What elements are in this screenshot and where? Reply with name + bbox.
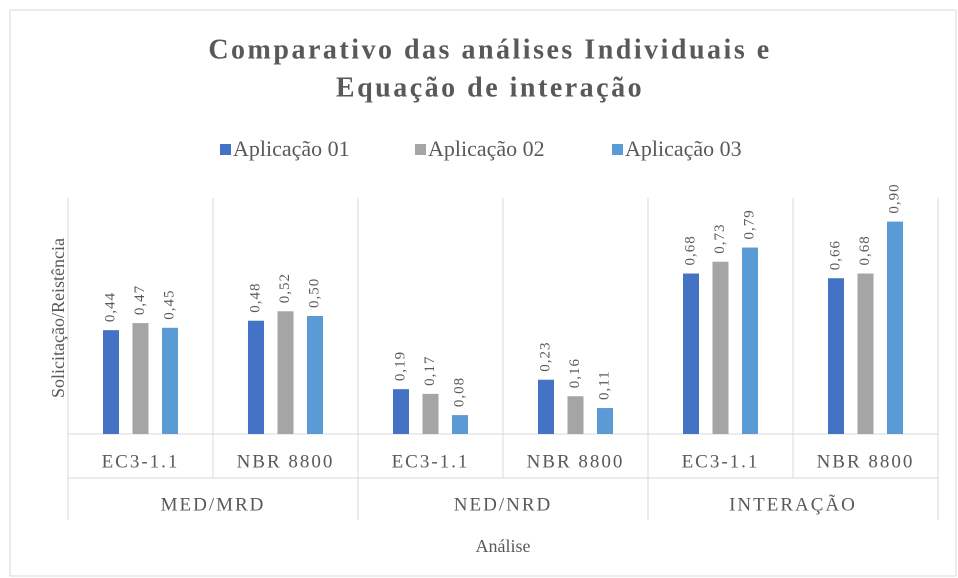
- value-label: 0,23: [537, 341, 553, 371]
- value-label: 0,47: [132, 285, 148, 315]
- bar: [742, 247, 758, 434]
- bar: [103, 330, 119, 434]
- bar: [828, 278, 844, 434]
- legend-swatch: [612, 144, 623, 155]
- x-tick-label: NBR 8800: [237, 451, 335, 472]
- legend-label: Aplicação 01: [233, 136, 350, 161]
- value-label: 0,73: [712, 223, 728, 253]
- x-axis-title: Análise: [476, 536, 531, 556]
- x-group-label: INTERAÇÃO: [729, 493, 857, 515]
- value-label: 0,68: [682, 235, 698, 265]
- bar: [857, 273, 874, 434]
- bar: [567, 396, 584, 434]
- value-label: 0,68: [857, 235, 873, 265]
- x-group-label: MED/MRD: [161, 494, 266, 515]
- value-label: 0,17: [422, 356, 438, 386]
- legend-swatch: [415, 144, 426, 155]
- x-tick-label: NBR 8800: [527, 451, 625, 472]
- bar: [307, 316, 323, 434]
- value-label: 0,44: [102, 292, 118, 322]
- value-label: 0,45: [161, 290, 177, 320]
- value-label: 0,48: [247, 282, 263, 312]
- bar: [538, 379, 554, 434]
- value-label: 0,50: [306, 278, 322, 308]
- x-tick-label: EC3-1.1: [392, 451, 470, 472]
- value-label: 0,52: [277, 273, 293, 303]
- legend-label: Aplicação 02: [428, 136, 545, 161]
- chart-border: [9, 9, 957, 577]
- x-tick-label: EC3-1.1: [102, 451, 180, 472]
- bar: [132, 323, 149, 434]
- value-label: 0,16: [567, 358, 583, 388]
- bar: [393, 389, 409, 434]
- bar: [277, 311, 294, 434]
- value-label: 0,11: [596, 370, 612, 400]
- bar: [597, 408, 613, 434]
- value-label: 0,90: [886, 183, 902, 213]
- legend-swatch: [220, 144, 231, 155]
- bar: [712, 261, 729, 434]
- y-axis-title: Solicitação/Reistência: [48, 238, 68, 398]
- x-group-label: NED/NRD: [454, 494, 552, 515]
- x-tick-label: NBR 8800: [817, 451, 915, 472]
- bar: [248, 320, 264, 434]
- value-label: 0,66: [827, 240, 843, 270]
- bar: [683, 273, 699, 434]
- value-label: 0,79: [741, 209, 757, 239]
- chart-title: Equação de interação: [336, 72, 644, 103]
- legend-label: Aplicação 03: [625, 136, 742, 161]
- bar: [422, 393, 439, 434]
- value-label: 0,08: [451, 377, 467, 407]
- bar: [162, 327, 178, 434]
- value-label: 0,19: [392, 351, 408, 381]
- bar: [452, 415, 468, 434]
- chart-title: Comparativo das análises Individuais e: [208, 34, 771, 65]
- x-tick-label: EC3-1.1: [682, 451, 760, 472]
- bar: [887, 221, 903, 434]
